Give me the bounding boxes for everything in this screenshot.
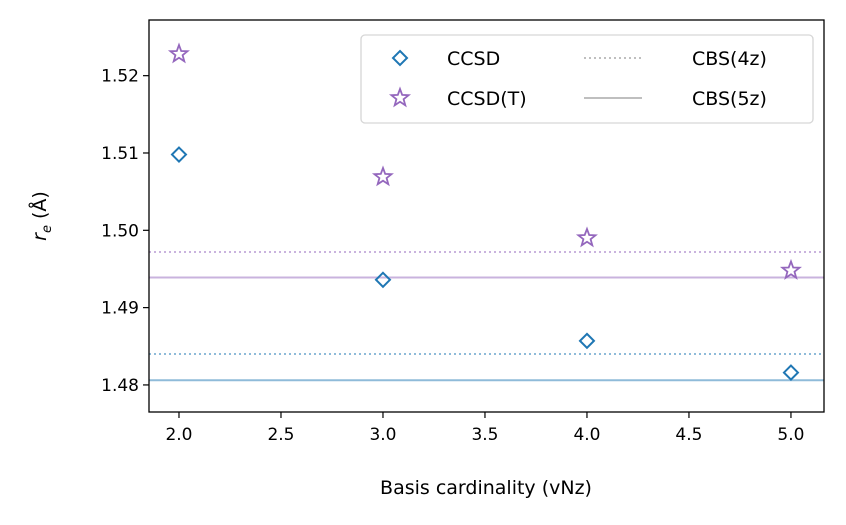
y-tick-label: 1.50 [101, 221, 139, 241]
y-tick-label: 1.51 [101, 144, 139, 164]
legend: CCSD CCSD(T) CBS(4z) CBS(5z) [360, 34, 814, 124]
x-tick-label: 4.5 [675, 425, 702, 445]
x-tick-label: 3.5 [471, 425, 498, 445]
x-tick-label: 2.5 [267, 425, 294, 445]
y-axis-label: re (Å) [28, 191, 55, 241]
x-axis-label: Basis cardinality (vNz) [380, 477, 592, 499]
data-point-ccsd [374, 271, 392, 289]
data-point-ccsdt [575, 226, 598, 248]
x-tick-label: 4.0 [573, 425, 600, 445]
data-point-ccsdt [371, 165, 394, 187]
legend-marker-diamond [391, 49, 409, 67]
legend-marker-star [388, 86, 412, 108]
legend-label: CCSD(T) [447, 88, 527, 110]
x-tick-label: 3.0 [369, 425, 396, 445]
data-point-ccsdt [167, 42, 190, 64]
legend-label: CBS(4z) [692, 48, 767, 70]
data-point-ccsd [170, 146, 188, 163]
x-tick-label: 2.0 [165, 425, 192, 445]
data-point-ccsd [782, 364, 800, 381]
legend-label: CCSD [447, 48, 500, 70]
y-tick-label: 1.52 [101, 67, 139, 87]
y-tick-label: 1.49 [101, 299, 139, 319]
legend-label: CBS(5z) [692, 88, 767, 110]
data-point-ccsd [578, 332, 596, 350]
x-tick-label: 5.0 [777, 425, 804, 445]
legend-frame [360, 34, 814, 124]
y-tick-label: 1.48 [101, 376, 139, 396]
data-point-ccsdt [779, 258, 802, 280]
axes-frame [148, 19, 825, 413]
